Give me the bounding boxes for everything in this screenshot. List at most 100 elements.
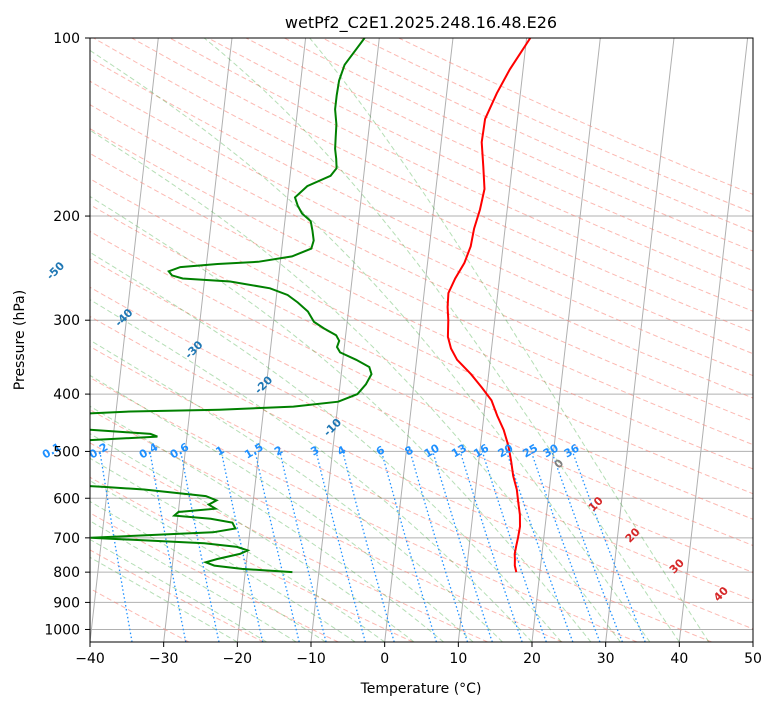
dry-adiabat-line — [90, 178, 753, 495]
dry-adiabat-line — [93, 38, 753, 355]
isotherm-line — [0, 38, 11, 642]
mixing-ratio-line — [380, 451, 438, 642]
mixing-ratio-line — [551, 451, 624, 642]
x-tick-label: 0 — [380, 651, 389, 667]
y-tick-label: 400 — [53, 387, 80, 403]
y-tick-label: 700 — [53, 531, 80, 547]
moist-adiabat-line — [90, 480, 356, 642]
isotherm-label: -20 — [252, 373, 275, 396]
dry-adiabat-line — [90, 587, 190, 642]
y-tick-label: 300 — [53, 313, 80, 329]
y-tick-label: 1000 — [44, 622, 80, 638]
mixing-ratio-line — [505, 451, 574, 642]
dry-adiabat-line — [90, 80, 753, 399]
moist-adiabat-line — [90, 195, 592, 642]
dry-adiabat-line — [90, 152, 753, 470]
dry-adiabat-line — [90, 57, 753, 377]
isotherm-label: -40 — [112, 306, 135, 329]
mixing-ratio-line — [530, 451, 601, 642]
mixing-ratio-line — [254, 451, 300, 642]
mixing-ratio-label: 6 — [374, 443, 387, 458]
y-tick-label: 900 — [53, 595, 80, 611]
y-axis-label: Pressure (hPa) — [12, 290, 28, 390]
dewpoint-line — [90, 38, 373, 574]
moist-adiabat-label: 40 — [711, 584, 731, 604]
moist-adiabat-line — [309, 38, 710, 642]
x-tick-label: 30 — [597, 651, 615, 667]
mixing-ratio-line — [481, 451, 547, 642]
mixing-ratio-label: 1.5 — [242, 440, 265, 461]
temperature-line — [446, 38, 532, 573]
isotherm-line — [531, 38, 601, 642]
moist-adiabat-line — [90, 251, 562, 642]
mixing-ratio-label: 0.4 — [137, 440, 161, 461]
mixing-ratio-label: 10 — [422, 441, 442, 460]
isotherm-line — [384, 38, 454, 642]
y-tick-label: 500 — [53, 444, 80, 460]
mixing-ratio-line — [149, 451, 187, 642]
dry-adiabat-line — [90, 409, 563, 642]
moist-adiabat-label: 30 — [667, 556, 687, 576]
mixing-ratio-line — [571, 451, 646, 642]
dry-adiabat-line — [169, 38, 753, 312]
mixing-ratio-line — [315, 451, 366, 642]
mixing-ratio-label: 0.6 — [168, 440, 192, 461]
mixing-ratio-label: 36 — [562, 441, 582, 460]
isotherm-line — [678, 38, 749, 642]
dry-adiabat-line — [131, 38, 753, 333]
x-tick-label: 40 — [670, 651, 688, 667]
dry-adiabat-line — [360, 38, 753, 214]
dry-adiabat-line — [90, 128, 753, 446]
y-tick-label: 800 — [53, 565, 80, 581]
moist-adiabat-label: 10 — [586, 494, 606, 514]
moist-adiabat-line — [90, 129, 621, 642]
dry-adiabat-line — [245, 38, 753, 272]
mixing-ratio-line — [279, 451, 327, 642]
x-tick-label: −10 — [296, 651, 326, 667]
dry-adiabat-line — [90, 346, 712, 642]
moist-adiabat-line — [90, 299, 533, 642]
mixing-ratio-line — [432, 451, 493, 642]
dry-adiabat-line — [90, 315, 753, 630]
dry-adiabat-line — [90, 104, 753, 422]
y-tick-label: 600 — [53, 491, 80, 507]
x-tick-label: 10 — [449, 651, 467, 667]
moist-adiabat-line — [90, 374, 474, 642]
chart-title: wetPf2_C2E1.2025.248.16.48.E26 — [285, 13, 557, 33]
dry-adiabat-line — [90, 258, 753, 573]
mixing-ratio-line — [409, 451, 469, 642]
x-tick-label: −20 — [223, 651, 253, 667]
dry-adiabat-line — [90, 204, 753, 520]
moist-adiabat-label: 0 — [552, 456, 567, 471]
plot-frame — [89, 37, 754, 643]
isotherm-line — [90, 38, 159, 642]
moist-adiabat-line — [90, 457, 385, 642]
dry-adiabat-line — [90, 286, 753, 601]
isotherm-line — [605, 38, 675, 642]
isotherm-line — [457, 38, 528, 642]
sounding-traces — [90, 38, 532, 574]
mixing-ratio-label: 25 — [520, 442, 540, 461]
x-tick-label: 50 — [744, 651, 762, 667]
line-labels: 0.10.20.40.611.52346810131620253036-100-… — [40, 259, 731, 604]
x-tick-label: −40 — [75, 651, 105, 667]
mixing-ratio-label: 20 — [496, 441, 516, 460]
background-lines — [0, 38, 753, 642]
y-tick-label: 200 — [53, 209, 80, 225]
mixing-ratio-lines — [99, 451, 646, 642]
isotherm-line — [752, 637, 753, 642]
dry-adiabat-line — [90, 512, 339, 642]
mixing-ratio-line — [342, 451, 395, 642]
isotherm-label: -10 — [321, 416, 344, 439]
dry-adiabat-line — [90, 476, 414, 642]
mixing-ratio-line — [459, 451, 523, 642]
dry-adiabat-line — [322, 38, 753, 233]
isotherm-line — [310, 38, 380, 642]
dry-adiabat-line — [90, 442, 488, 642]
x-tick-label: 20 — [523, 651, 541, 667]
dry-adiabat-line — [90, 549, 264, 642]
x-tick-label: −30 — [149, 651, 179, 667]
mixing-ratio-line — [220, 451, 264, 642]
x-axis-label: Temperature (°C) — [360, 681, 482, 697]
